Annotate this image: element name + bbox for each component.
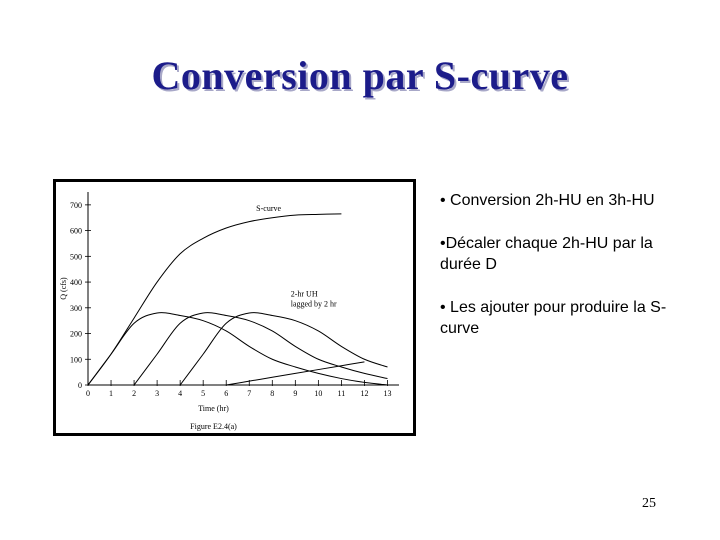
bullet-item: • Conversion 2h-HU en 3h-HU [440,192,655,209]
x-axis-label: Time (hr) [198,404,229,413]
y-tick-label: 300 [70,304,82,313]
y-tick-label: 500 [70,252,82,261]
x-tick-label: 8 [270,389,274,398]
y-tick-label: 0 [78,381,82,390]
x-tick-label: 9 [293,389,297,398]
x-tick-label: 3 [155,389,159,398]
chart-figure: 0 100 200 300 400 500 600 700 0 1 2 3 4 5 6 7 8 9 10 11 12 13… [53,179,416,436]
bullet-item: •Décaler chaque 2h-HU par la durée D [440,235,653,273]
y-tick-label: 600 [70,227,82,236]
y-tick-label: 700 [70,201,82,210]
x-tick-label: 2 [132,389,136,398]
series-line-s-curve [87,213,342,386]
series-line-2-hr-uh-lagged-by-4-hr [179,312,388,386]
x-tick-label: 4 [178,389,182,398]
bullet-item: • Les ajouter pour produire la S-curve [440,299,667,337]
x-tick-label: 5 [201,389,205,398]
series-line-2-hr-uh [87,312,388,386]
y-axis-label: Q (cfs) [59,277,68,300]
x-tick-label: 11 [338,389,346,398]
series-line-2-hr-uh-lagged-by-6-hr [226,361,365,386]
series-line-2-hr-uh-lagged-by-2-hr [133,312,388,386]
s-curve-annotation: S-curve [256,204,281,213]
x-tick-label: 6 [224,389,228,398]
page-number: 25 [642,496,656,511]
x-tick-label: 12 [360,389,368,398]
figure-caption: Figure E2.4(a) [190,422,237,431]
x-tick-label: 7 [247,389,251,398]
uh-annotation-line1: 2-hr UH [291,290,318,299]
x-tick-label: 13 [383,389,391,398]
x-tick-label: 10 [314,389,322,398]
x-tick-label: 1 [109,389,113,398]
slide-title: Conversion par S-curve [151,53,569,98]
bullet-list: • Conversion 2h-HU en 3h-HU •Décaler cha… [440,190,690,361]
x-tick-label: 0 [86,389,90,398]
y-tick-label: 200 [70,330,82,339]
y-tick-label: 100 [70,355,82,364]
y-tick-label: 400 [70,278,82,287]
uh-annotation-line2: lagged by 2 hr [291,300,337,309]
